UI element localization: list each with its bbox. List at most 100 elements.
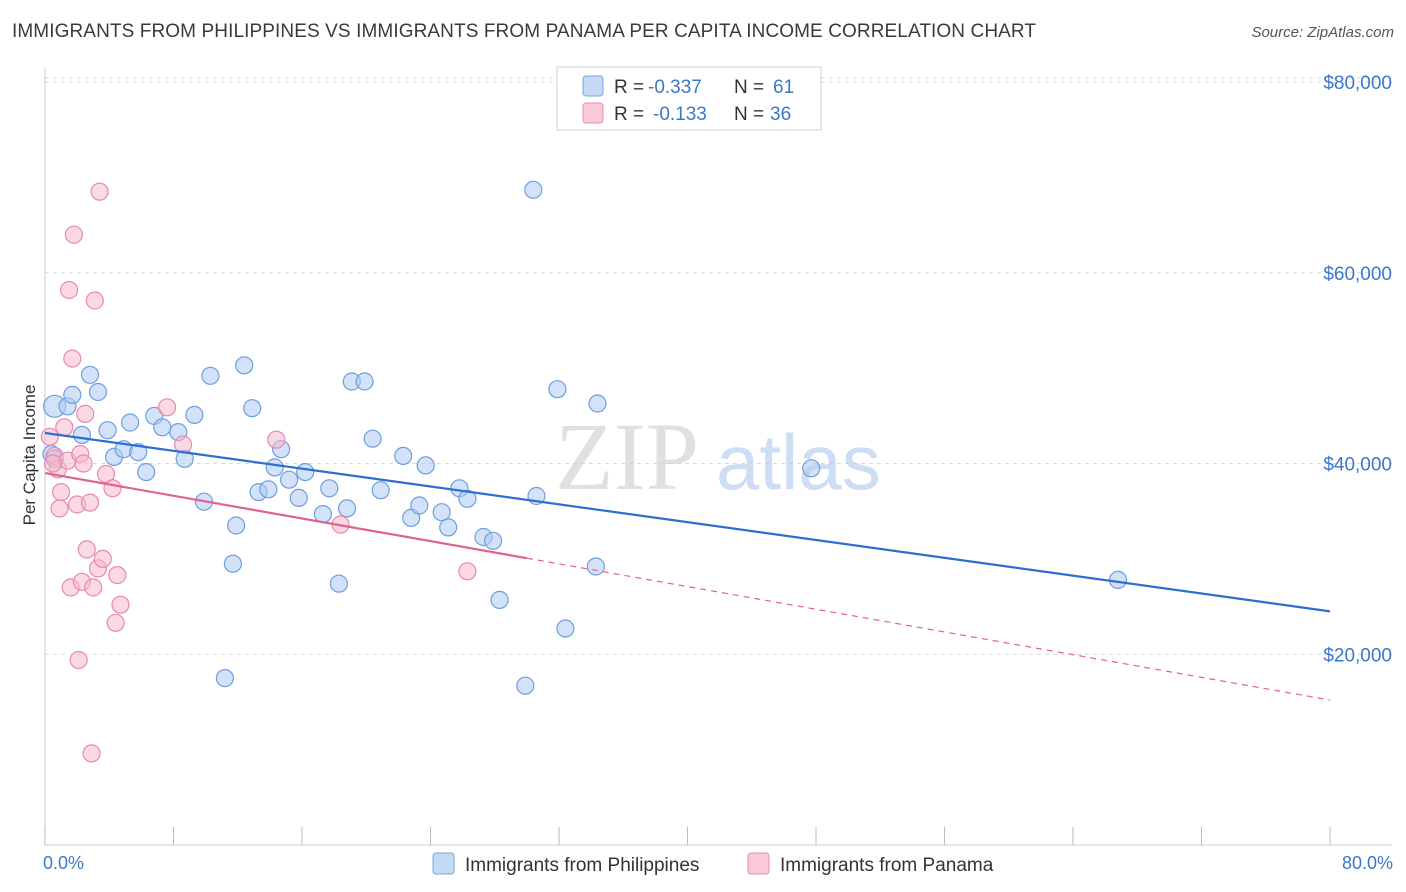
x-tick-labels: 0.0% 80.0% [43,853,1393,873]
philippines-point [458,489,477,508]
panama-point [80,493,100,512]
philippines-point [223,554,242,573]
philippines-point [432,503,451,522]
philippines-point [1108,570,1128,590]
series-legend: Immigrants from Philippines Immigrants f… [432,852,994,876]
philippines-point [63,385,82,404]
philippines-point [588,394,607,413]
trend-lines [44,431,1331,701]
philippines-point [235,356,254,375]
philippines-point [394,446,413,465]
watermark-zip: ZIP [555,403,699,510]
x-tick-label-min: 0.0% [43,853,84,873]
panama-point [106,613,125,632]
panama-point [64,225,84,244]
legend-n-label-1: N = [734,77,764,98]
panama-point [267,430,286,449]
philippines-point [265,458,284,477]
watermark: ZIP atlas [555,403,881,510]
philippines-point [371,481,390,500]
philippines-point [556,619,575,638]
legend-n-value-2: 36 [770,104,791,125]
panama-trend-line-extension [526,557,1331,701]
philippines-point [524,180,543,199]
panama-point [51,483,71,502]
legend-r-value-1: -0.337 [648,77,702,98]
philippines-point [129,443,148,462]
chart-title: IMMIGRANTS FROM PHILIPPINES VS IMMIGRANT… [12,21,1037,42]
legend-n-label-2: N = [734,104,764,125]
panama-point [55,418,74,437]
legend-label-philippines: Immigrants from Philippines [465,855,699,876]
x-tick-label-max: 80.0% [1342,853,1393,873]
philippines-point [88,382,108,402]
philippines-point [337,499,357,518]
panama-point [90,182,109,201]
panama-point [69,650,88,670]
philippines-trend-line [44,431,1331,613]
legend-swatch-philippines [432,852,455,875]
philippines-point [137,463,156,482]
panama-point [43,454,63,473]
philippines-point [490,590,509,610]
y-tick-labels: $20,000 $40,000 $60,000 $80,000 [1323,73,1392,666]
legend-r-value-2: -0.133 [653,104,707,125]
philippines-point [185,405,204,424]
philippines-point [201,366,220,385]
legend-swatch-pink [582,102,604,124]
panama-point [82,744,101,763]
panama-point [76,404,95,423]
panama-point [111,595,130,614]
philippines-point [243,399,262,418]
y-tick-label: $40,000 [1323,455,1392,476]
philippines-point [329,574,348,593]
panama-point [85,291,104,310]
philippines-point [355,372,374,391]
panama-point [93,549,112,569]
philippines-point [586,557,606,576]
panama-point [59,280,79,300]
y-axis-label: Per Capita Income [20,385,39,526]
panama-point [63,349,82,368]
y-tick-label: $20,000 [1323,645,1392,666]
panama-point [40,427,59,446]
philippines-point [410,496,429,515]
legend-r-label-1: R = [614,77,644,98]
philippines-point [259,480,278,499]
philippines-point [484,531,503,550]
philippines-point [153,418,172,437]
panama-point [158,398,177,417]
watermark-atlas: atlas [716,418,881,506]
panama-point [108,565,127,585]
philippines-point [416,456,435,475]
philippines-point [121,413,140,432]
panama-point [458,562,477,581]
panama-point [84,578,103,597]
legend-swatch-blue [582,75,604,97]
panama-point [103,479,122,498]
philippines-point [98,421,117,440]
source-label: Source: ZipAtlas.com [1251,24,1394,41]
philippines-point [80,365,100,384]
y-tick-label: $60,000 [1323,264,1392,285]
philippines-point [280,470,299,489]
philippines-point [802,459,821,478]
y-tick-label: $80,000 [1323,73,1392,94]
philippines-point [227,516,246,535]
legend-r-label-2: R = [614,104,644,125]
philippines-point [289,488,308,507]
legend-n-value-1: 61 [773,77,794,98]
panama-point [77,540,96,559]
correlation-legend: R = -0.337 N = 61 R = -0.133 N = 36 [556,66,822,131]
philippines-point [363,429,382,448]
legend-label-panama: Immigrants from Panama [780,855,994,876]
philippines-point [72,425,92,444]
legend-swatch-panama [747,852,770,875]
philippines-point [439,518,458,537]
panama-trend-line [44,471,528,560]
philippines-point [215,668,234,688]
philippines-point [296,463,315,482]
panama-point [74,454,93,473]
philippines-point [516,676,535,695]
